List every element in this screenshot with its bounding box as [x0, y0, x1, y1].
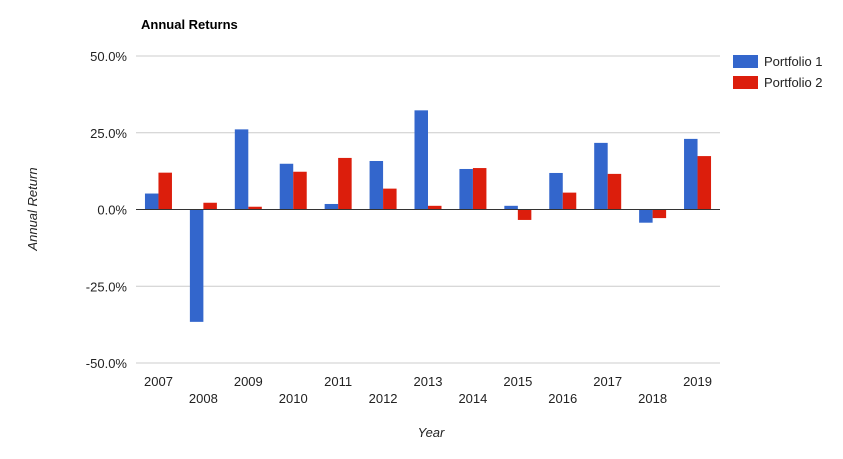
y-tick-label: 25.0% — [90, 126, 127, 141]
y-tick-label: -50.0% — [86, 356, 128, 371]
bar-portfolio-2-2015 — [517, 209, 532, 220]
legend-swatch — [733, 55, 758, 68]
x-tick-label: 2018 — [638, 391, 667, 406]
legend: Portfolio 1 Portfolio 2 — [733, 54, 823, 90]
bar-portfolio-1-2013 — [414, 110, 428, 210]
y-axis-ticks: 50.0% 25.0% 0.0% -25.0% -50.0% — [86, 49, 128, 371]
bar-portfolio-2-2018 — [652, 209, 667, 219]
bar-portfolio-2-2010 — [293, 171, 307, 210]
y-tick-label: 0.0% — [97, 203, 127, 218]
bar-portfolio-1-2018 — [639, 209, 653, 223]
bar-portfolio-2-2008 — [203, 202, 217, 210]
legend-label: Portfolio 1 — [764, 54, 823, 69]
x-tick-label: 2008 — [189, 391, 218, 406]
x-tick-label: 2010 — [279, 391, 308, 406]
x-tick-label: 2017 — [593, 374, 622, 389]
bar-portfolio-1-2010 — [279, 163, 294, 210]
y-axis-title: Annual Return — [25, 167, 40, 251]
x-tick-label: 2014 — [458, 391, 487, 406]
bar-portfolio-2-2019 — [697, 156, 712, 210]
bar-portfolio-2-2012 — [383, 188, 397, 210]
x-tick-label: 2019 — [683, 374, 712, 389]
bar-portfolio-2-2016 — [562, 192, 577, 210]
bar-portfolio-2-2013 — [428, 205, 442, 210]
bar-portfolio-1-2019 — [684, 138, 698, 210]
legend-swatch — [733, 76, 758, 89]
legend-label: Portfolio 2 — [764, 75, 823, 90]
x-axis-ticks: 2007 2008 2009 2010 2011 2012 2013 2014 2015 2016… — [144, 374, 712, 406]
x-tick-label: 2009 — [234, 374, 263, 389]
bar-portfolio-2-2009 — [248, 206, 262, 210]
x-tick-label: 2015 — [503, 374, 532, 389]
y-tick-label: 50.0% — [90, 49, 127, 64]
x-tick-label: 2016 — [548, 391, 577, 406]
bar-portfolio-1-2008 — [189, 209, 204, 322]
bar-portfolio-1-2009 — [234, 129, 249, 210]
bar-portfolio-2-2007 — [158, 172, 172, 210]
x-tick-label: 2013 — [414, 374, 443, 389]
y-tick-label: -25.0% — [86, 279, 128, 294]
gridlines — [136, 55, 720, 364]
bar-portfolio-1-2014 — [459, 168, 473, 210]
bars — [144, 110, 712, 322]
bar-portfolio-1-2017 — [594, 142, 608, 210]
bar-portfolio-1-2011 — [324, 203, 339, 210]
x-tick-label: 2011 — [324, 374, 352, 389]
x-tick-label: 2012 — [369, 391, 398, 406]
bar-portfolio-1-2012 — [369, 160, 384, 210]
chart-title: Annual Returns — [141, 17, 238, 32]
bar-portfolio-1-2015 — [504, 205, 518, 210]
bar-portfolio-1-2016 — [549, 172, 563, 210]
bar-portfolio-2-2017 — [607, 173, 622, 210]
bar-portfolio-1-2007 — [144, 193, 159, 210]
bar-portfolio-2-2014 — [472, 168, 487, 210]
x-tick-label: 2007 — [144, 374, 173, 389]
bar-portfolio-2-2011 — [338, 157, 352, 210]
x-axis-title: Year — [418, 425, 445, 440]
